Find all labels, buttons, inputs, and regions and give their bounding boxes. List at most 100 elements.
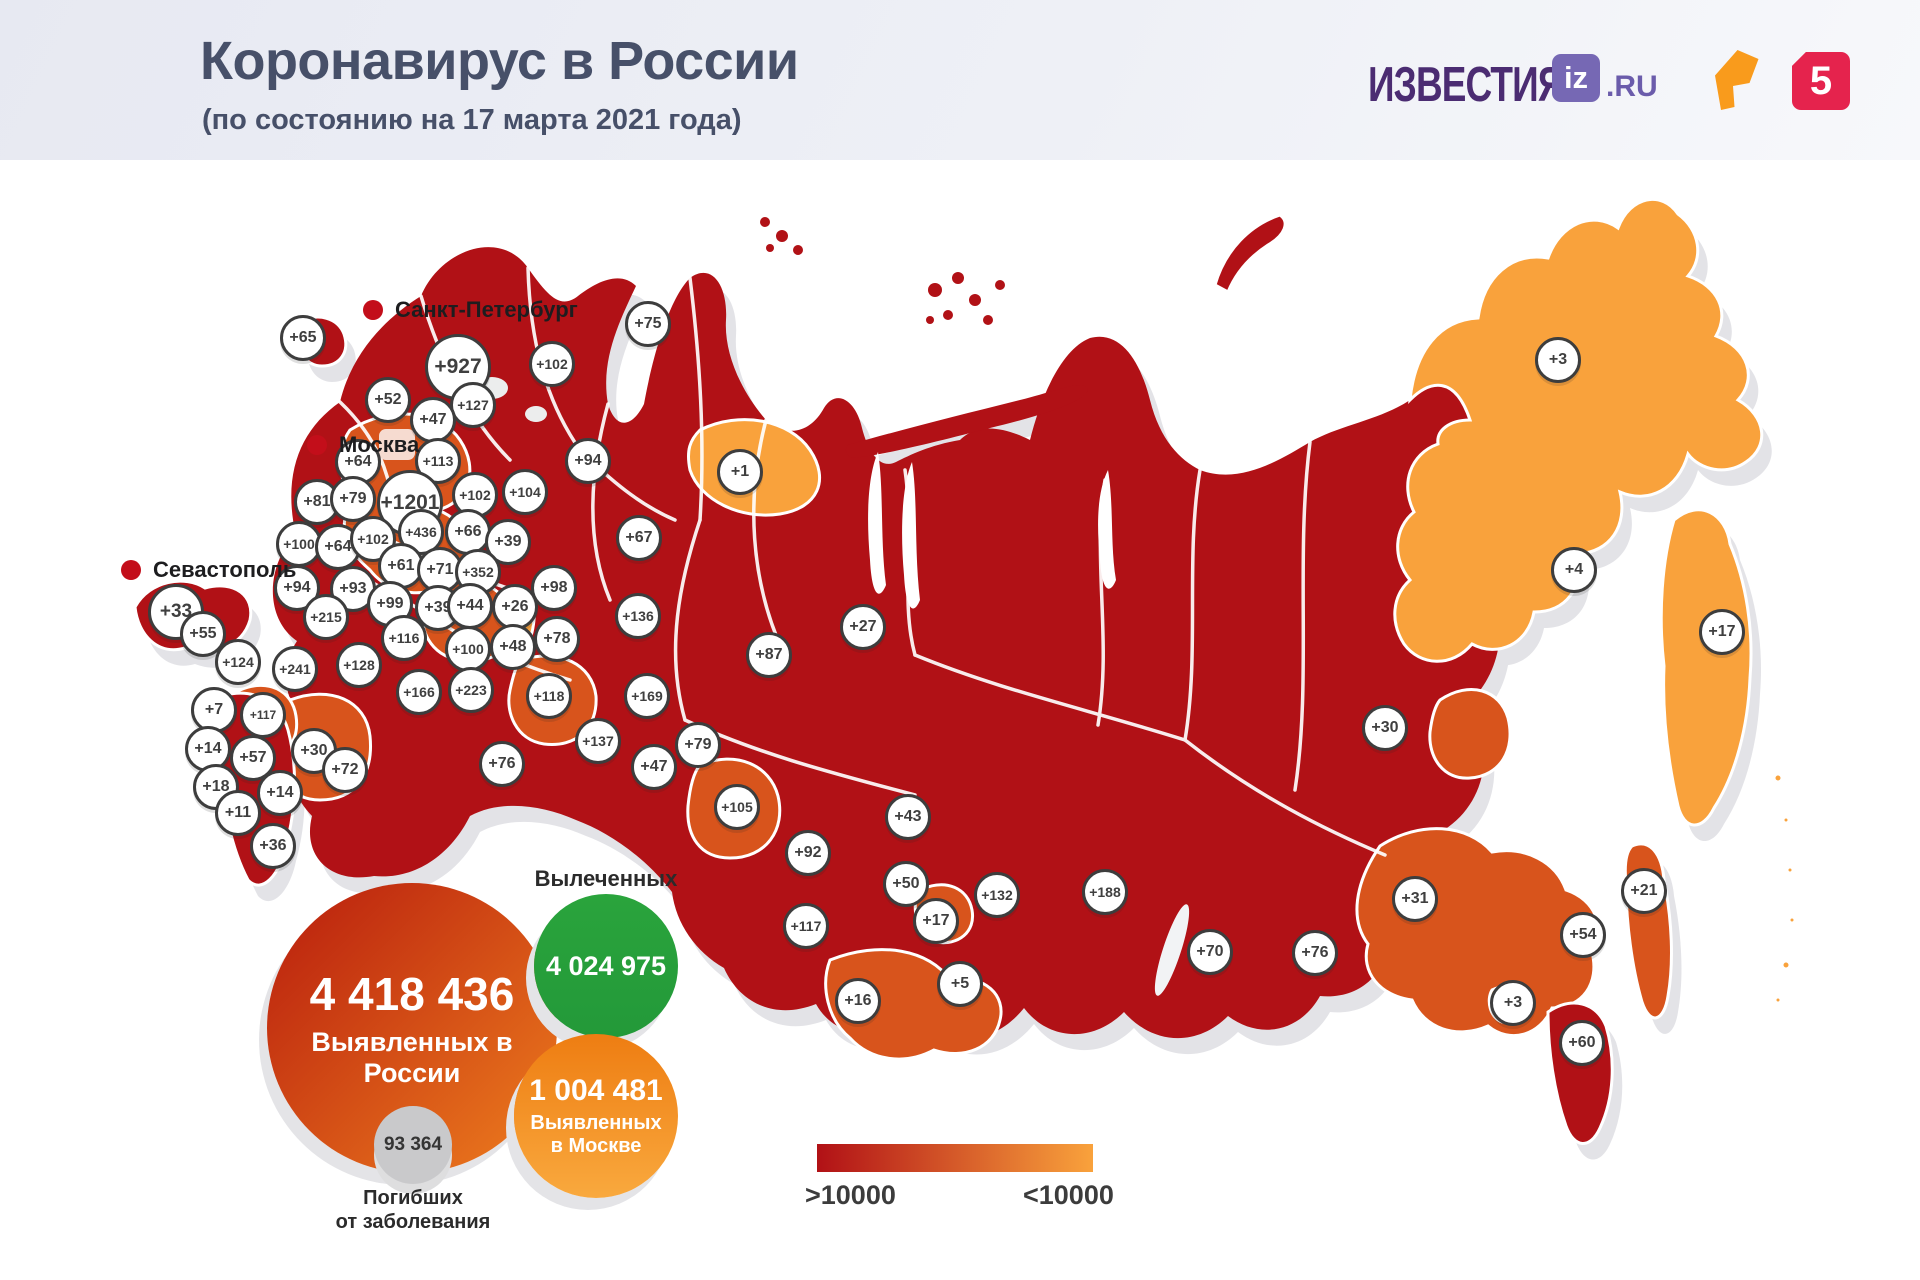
city-name: Москва [339,432,420,457]
region-badge: +14 [257,770,303,816]
iz-ru-logo: iz [1552,54,1600,102]
region-badge: +17 [1699,609,1745,655]
region-badge: +241 [272,646,318,692]
region-badge: +17 [913,898,959,944]
region-badge: +18 [193,764,239,810]
channel5-logo: 5 [1792,52,1850,110]
moscow-value: 1 004 481 [529,1074,663,1107]
deaths-label-1: Погибших [363,1187,463,1209]
region-badge: +30 [1362,705,1408,751]
region-badge: +27 [840,604,886,650]
region-badge: +55 [180,611,226,657]
region-badge: +102 [350,516,396,562]
region-badge: +5 [937,961,983,1007]
region-badge: +76 [479,741,525,787]
channel5-text: 5 [1809,58,1833,103]
iz-ru-suffix: .RU [1606,70,1658,103]
stat-bubble-deaths: 93 364 [374,1106,452,1184]
russia-total-label-1: Выявленных в [311,1026,513,1057]
city-label: Севастополь [121,557,296,583]
region-badge: +48 [490,624,536,670]
region-badge: +132 [974,872,1020,918]
region-badge: +188 [1082,869,1128,915]
recovered-value: 4 024 975 [545,950,667,981]
region-badge: +87 [746,632,792,678]
region-badge: +92 [785,830,831,876]
region-badge: +105 [714,784,760,830]
region-badge: +11 [215,790,261,836]
city-name: Севастополь [153,557,297,582]
page-subtitle: (по состоянию на 17 марта 2021 года) [202,104,742,136]
region-badge: +76 [1292,930,1338,976]
region-badge: +102 [529,341,575,387]
deaths-label-2: от заболевания [335,1211,491,1233]
deaths-label: Погибших от заболевания [293,1186,533,1234]
russia-total-label-2: России [363,1058,461,1088]
region-badge: +136 [615,593,661,639]
region-badge: +124 [215,639,261,685]
region-badge: +117 [240,692,286,738]
region-badge: +64 [335,439,381,485]
region-badge: +44 [447,583,493,629]
stat-bubble-moscow: 1 004 481 Выявленных в Москве [514,1034,678,1198]
region-badge: +100 [276,521,322,567]
region-badge: +4 [1551,547,1597,593]
region-badge: +43 [885,794,931,840]
stat-bubble-recovered: 4 024 975 [534,894,678,1038]
region-badge: +31 [1392,876,1438,922]
region-badge: +78 [534,616,580,662]
legend-label-low: <10000 [1023,1180,1114,1210]
region-badge: +52 [365,377,411,423]
region-badge: +3 [1535,337,1581,383]
russia-total-value: 4 418 436 [309,967,515,1020]
region-badge: +3 [1490,980,1536,1026]
region-badge: +60 [1559,1020,1605,1066]
region-badge: +50 [883,861,929,907]
region-badge: +33 [148,584,204,640]
moscow-label-1: Выявленных [530,1112,662,1134]
region-badge: +169 [624,673,670,719]
region-badge: +39 [415,585,461,631]
region-badge: +47 [631,744,677,790]
header-band: Коронавирус в России (по состоянию на 17… [0,0,1920,160]
page-title: Коронавирус в России [200,31,799,91]
region-badge: +75 [625,301,671,347]
region-badge: +67 [616,515,662,561]
arctic-islands [760,217,1088,458]
region-badge: +72 [322,747,368,793]
stat-bubble-russia: 4 418 436 Выявленных в России [267,883,557,1173]
city-dot-icon [363,300,383,320]
legend-gradient-bar [817,1144,1093,1172]
region-badge: +100 [445,626,491,672]
region-badge: +36 [250,823,296,869]
city-dot-icon [121,560,141,580]
region-badge: +215 [303,594,349,640]
region-badge: +98 [531,565,577,611]
region-badge: +137 [575,718,621,764]
recovered-label: Вылеченных [534,866,678,891]
region-badge: +1 [717,449,763,495]
ren-tv-logo [1715,50,1759,110]
region-badge: +118 [526,673,572,719]
moscow-highlight-patch [379,429,415,460]
region-badge: +223 [448,667,494,713]
region-badge: +94 [565,438,611,484]
region-badge: +54 [1560,912,1606,958]
city-label: Москва [307,432,419,458]
city-name: Санкт-Петербург [395,297,578,322]
legend-label-high: >10000 [805,1180,896,1210]
region-badge: +79 [330,476,376,522]
region-badge: +128 [336,642,382,688]
region-badge: +116 [381,615,427,661]
region-badge: +79 [675,722,721,768]
region-badge: +16 [835,978,881,1024]
deaths-value: 93 364 [383,1134,443,1155]
region-badge: +70 [1187,929,1233,975]
region-badge: +65 [280,315,326,361]
city-label: Санкт-Петербург [363,297,578,323]
region-badge: +47 [410,397,456,443]
region-badge: +21 [1621,868,1667,914]
city-dot-icon [307,435,327,455]
moscow-label-2: в Москве [550,1135,642,1157]
